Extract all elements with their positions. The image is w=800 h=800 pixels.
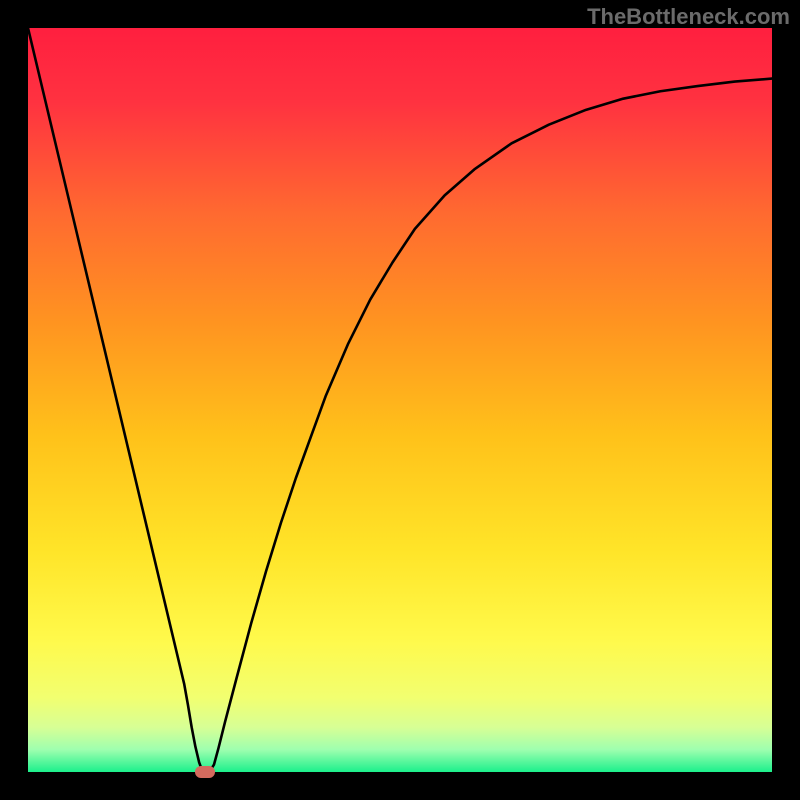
minimum-marker [195, 766, 215, 778]
chart-container: TheBottleneck.com [0, 0, 800, 800]
chart-plot-area [28, 28, 772, 772]
watermark-text: TheBottleneck.com [587, 4, 790, 30]
bottleneck-curve [28, 28, 772, 772]
